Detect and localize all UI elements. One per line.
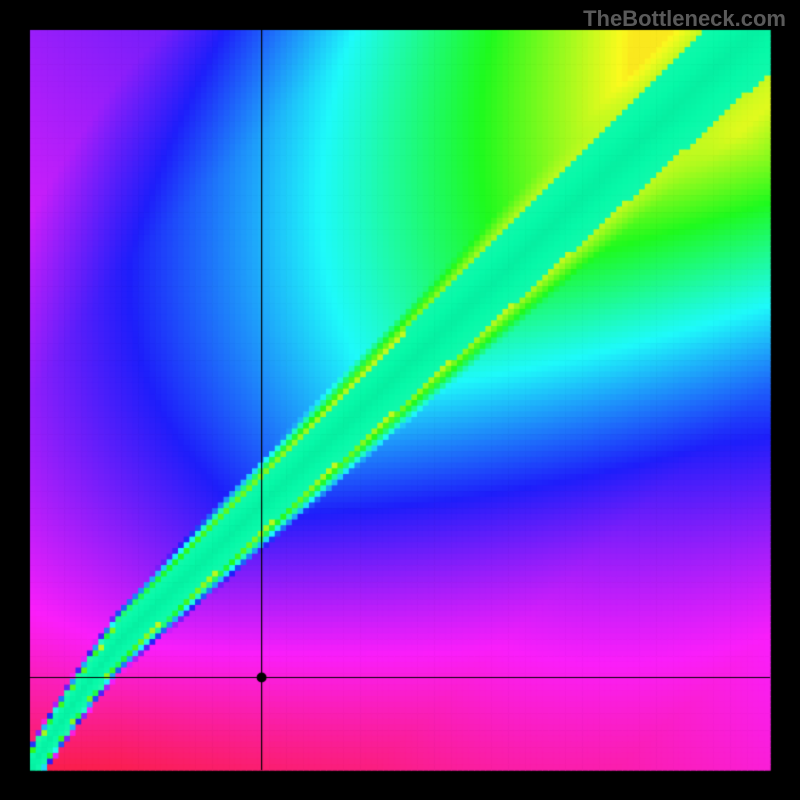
watermark-text: TheBottleneck.com: [583, 6, 786, 32]
chart-container: TheBottleneck.com: [0, 0, 800, 800]
heatmap-canvas: [0, 0, 800, 800]
